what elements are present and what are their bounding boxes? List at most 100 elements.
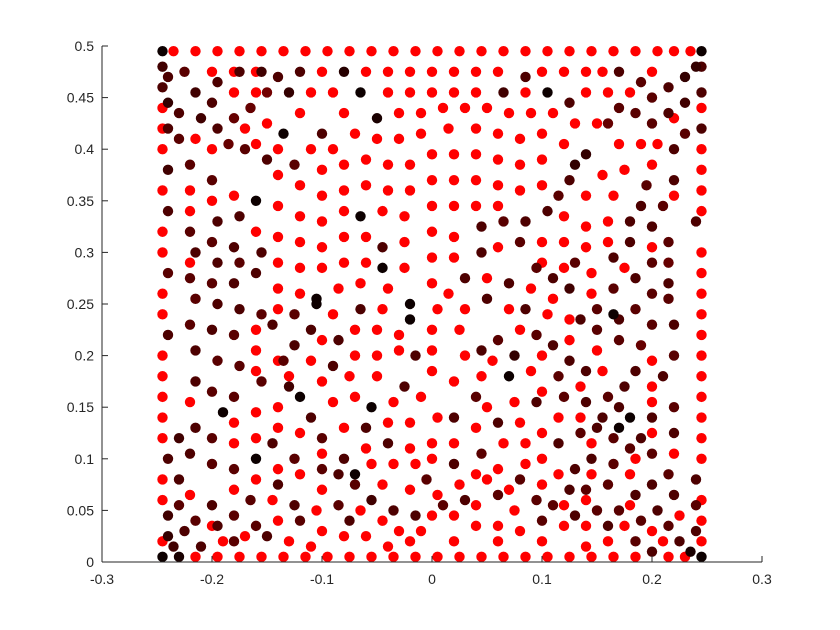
data-point [234, 360, 245, 372]
data-point [470, 500, 482, 511]
data-point [173, 500, 185, 511]
data-point [558, 520, 570, 532]
data-point [377, 262, 388, 274]
data-point [635, 340, 647, 351]
data-point [536, 386, 548, 397]
data-point [190, 422, 201, 434]
data-point [355, 211, 366, 222]
data-point [580, 242, 592, 253]
data-point [333, 500, 344, 511]
data-point [608, 551, 619, 563]
data-point [503, 484, 515, 495]
data-point [162, 123, 174, 134]
data-point [696, 453, 707, 464]
data-point [586, 551, 597, 563]
data-point [426, 365, 438, 377]
data-point [410, 350, 421, 361]
data-point [316, 128, 328, 139]
data-point [234, 66, 245, 78]
data-point [256, 45, 267, 57]
data-point [696, 432, 707, 444]
data-point [624, 216, 636, 227]
data-point [569, 159, 581, 170]
points-layer [157, 45, 707, 563]
data-point [602, 236, 614, 248]
data-point [448, 149, 460, 160]
data-point [498, 438, 509, 449]
data-point [569, 510, 581, 521]
data-point [305, 355, 317, 366]
data-point [410, 45, 421, 57]
data-point [470, 469, 482, 480]
data-point [157, 185, 168, 196]
data-point [377, 479, 388, 490]
data-point [514, 474, 526, 485]
data-point [558, 262, 570, 274]
data-point [547, 500, 559, 511]
data-point [646, 288, 658, 299]
x-tick-label: 0.1 [532, 571, 552, 587]
data-point [558, 66, 570, 78]
data-point [663, 236, 674, 248]
data-point [685, 546, 696, 557]
data-point [613, 102, 625, 114]
data-point [338, 422, 350, 434]
data-point [294, 211, 306, 222]
data-point [377, 242, 388, 253]
data-point [564, 45, 575, 57]
data-point [206, 66, 218, 78]
data-point [338, 453, 350, 464]
data-point [646, 159, 658, 170]
data-point [305, 412, 317, 423]
data-point [470, 87, 482, 98]
data-point [531, 329, 542, 341]
data-point [608, 283, 619, 294]
data-point [696, 412, 707, 423]
data-point [338, 159, 350, 170]
data-point [580, 520, 592, 532]
data-point [377, 515, 388, 526]
x-tick-label: 0.2 [642, 571, 662, 587]
data-point [668, 190, 680, 201]
data-point [300, 45, 311, 57]
x-tick-label: -0.1 [310, 571, 334, 587]
data-point [272, 231, 284, 243]
data-point [448, 412, 460, 423]
data-point [520, 71, 531, 83]
data-point [575, 314, 586, 325]
data-point [591, 303, 603, 315]
data-point [690, 216, 702, 227]
data-point [564, 484, 575, 495]
data-point [503, 303, 515, 315]
data-point [228, 484, 240, 495]
data-point [619, 262, 630, 274]
data-point [619, 164, 630, 176]
data-point [580, 190, 592, 201]
data-point [355, 505, 366, 516]
data-point [371, 371, 383, 382]
data-point [602, 520, 614, 532]
data-point [157, 412, 168, 423]
data-point [250, 267, 262, 279]
data-point [591, 422, 603, 434]
data-point [547, 273, 559, 284]
data-point [586, 469, 597, 480]
data-point [448, 200, 460, 212]
data-point [360, 231, 372, 243]
data-point [212, 257, 223, 268]
data-point [261, 87, 273, 98]
data-point [311, 298, 322, 310]
data-point [426, 252, 438, 263]
data-point [426, 66, 438, 78]
y-tick-label: 0.1 [75, 451, 95, 467]
data-point [646, 66, 658, 78]
data-point [520, 45, 531, 57]
data-point [454, 551, 465, 563]
data-point [437, 500, 449, 511]
data-point [646, 118, 658, 129]
data-point [333, 334, 344, 346]
data-point [536, 128, 548, 139]
data-point [250, 138, 262, 150]
data-point [228, 438, 240, 449]
data-point [646, 381, 658, 392]
